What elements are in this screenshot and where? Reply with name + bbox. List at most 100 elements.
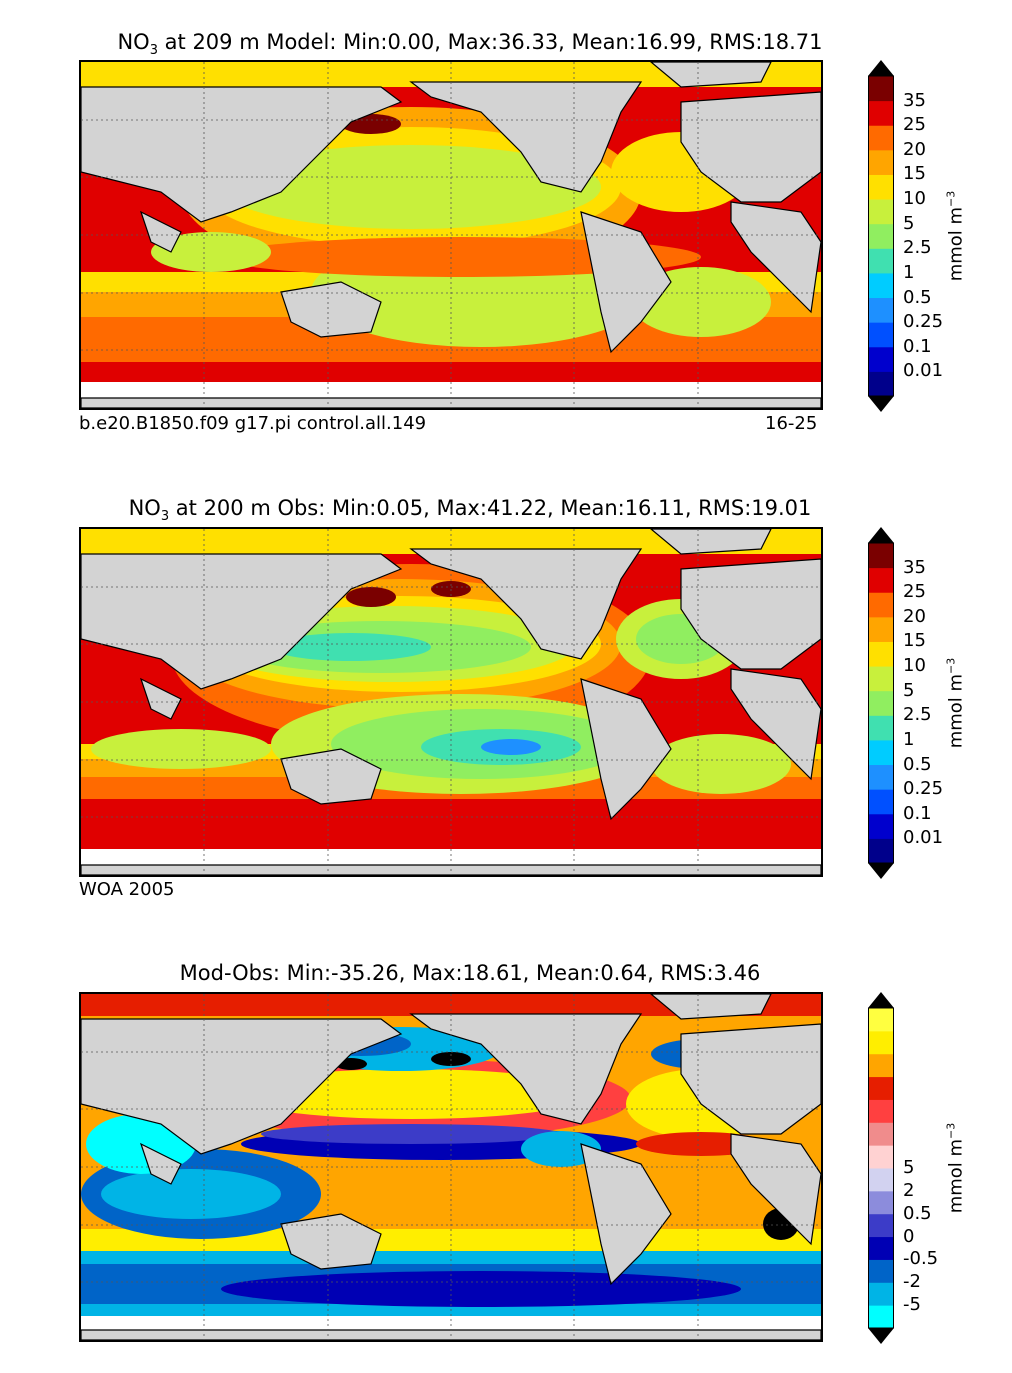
colorbar-tick-label: 0.5 (903, 286, 932, 308)
colorbar-segment (868, 1053, 894, 1078)
colorbar-tick-label: 0 (903, 1225, 915, 1247)
colorbar-segment (868, 1122, 894, 1146)
colorbar-extend-min (868, 396, 894, 412)
colorbar-segment (868, 739, 894, 766)
colorbar-segment (868, 149, 894, 175)
colorbar-outline (868, 542, 894, 864)
colorbar-outline (868, 75, 894, 397)
colorbar-segment (868, 100, 894, 126)
colorbar-tick-label: 0.5 (903, 753, 932, 775)
panel3-colorbar-unit: mmol m−3 (944, 1122, 967, 1214)
colorbar-tick-label: 0.1 (903, 335, 932, 357)
colorbar-extend-min (868, 1328, 894, 1344)
colorbar-tick-label: 5 (903, 679, 915, 701)
panel1-land (81, 62, 821, 408)
colorbar-segment (868, 1305, 894, 1329)
colorbar-tick-label: 10 (903, 188, 926, 210)
colorbar-segment (868, 174, 894, 200)
colorbar-tick-label: 20 (903, 605, 926, 627)
colorbar-tick-label: 0.1 (903, 802, 932, 824)
colorbar-segment (868, 76, 894, 102)
colorbar-extend-min (868, 863, 894, 879)
panel3-gridlines (81, 994, 821, 1340)
colorbar-tick-label: -5 (903, 1294, 921, 1316)
colorbar-tick-label: 35 (903, 89, 926, 111)
colorbar-tick-label: -0.5 (903, 1248, 939, 1270)
colorbar-segment (868, 1008, 894, 1032)
colorbar-tick-label: 0.25 (903, 311, 944, 333)
panel1-title: NO3 at 209 m Model: Min:0.00, Max:36.33,… (117, 30, 823, 59)
panel3-title: Mod-Obs: Min:-35.26, Max:18.61, Mean:0.6… (179, 961, 761, 985)
colorbar-segment (868, 838, 894, 864)
colorbar-tick-label: 35 (903, 556, 926, 578)
panel3-land (81, 994, 821, 1340)
colorbar-tick-label: 25 (903, 581, 926, 603)
panel2-gridlines (81, 529, 821, 875)
panel3-map-svg (81, 994, 821, 1340)
colorbar-tick-label: 2 (903, 1179, 915, 1201)
colorbar-segment (868, 690, 894, 716)
panel2-colorbar-unit: mmol m−3 (944, 657, 967, 749)
colorbar-segment (868, 1213, 894, 1238)
colorbar-segment (868, 1259, 894, 1283)
colorbar-segment (868, 1190, 894, 1215)
colorbar-segment (868, 715, 894, 741)
colorbar-segment (868, 641, 894, 667)
colorbar-tick-label: 0.01 (903, 360, 944, 382)
colorbar-segment (868, 616, 894, 642)
panel2-map-svg (81, 529, 821, 875)
colorbar-segment (868, 1145, 894, 1169)
panel1-colorbar (868, 60, 894, 412)
colorbar-tick-label: 15 (903, 163, 926, 185)
colorbar-segment (868, 813, 894, 839)
panel2-footer-left: WOA 2005 (79, 879, 175, 900)
panel1-footer-right: 16-25 (765, 413, 818, 434)
colorbar-segment (868, 346, 894, 372)
colorbar-segment (868, 543, 894, 569)
panel2-title: NO3 at 200 m Obs: Min:0.05, Max:41.22, M… (128, 496, 812, 525)
colorbar-segment (868, 199, 894, 225)
panel1-map (79, 60, 823, 410)
colorbar-tick-label: 2.5 (903, 704, 932, 726)
colorbar-tick-label: 0.25 (903, 778, 944, 800)
panel1-map-svg (81, 62, 821, 408)
colorbar-segment (868, 322, 894, 348)
panel1-gridlines (81, 62, 821, 408)
panel2-map (79, 527, 823, 877)
colorbar-extend-max (868, 60, 894, 76)
colorbar-tick-label: 0.01 (903, 827, 944, 849)
colorbar-tick-label: 10 (903, 655, 926, 677)
colorbar-segment (868, 272, 894, 299)
colorbar-extend-max (868, 527, 894, 543)
colorbar-tick-label: 1 (903, 728, 915, 750)
colorbar-segment (868, 1076, 894, 1100)
panel2-colorbar (868, 527, 894, 879)
panel1-colorbar-unit: mmol m−3 (944, 190, 967, 282)
colorbar-segment (868, 1236, 894, 1260)
colorbar-tick-label: 0.5 (903, 1202, 932, 1224)
panel1-footer-left: b.e20.B1850.f09 g17.pi control.all.149 (79, 413, 427, 434)
colorbar-tick-label: 1 (903, 261, 915, 283)
colorbar-tick-label: 15 (903, 630, 926, 652)
panel3-colorbar (868, 992, 894, 1344)
colorbar-segment (868, 1168, 894, 1192)
colorbar-segment (868, 1030, 894, 1055)
colorbar-tick-label: 2.5 (903, 237, 932, 259)
colorbar-segment (868, 666, 894, 692)
colorbar-segment (868, 223, 894, 249)
colorbar-segment (868, 248, 894, 274)
colorbar-segment (868, 1099, 894, 1123)
colorbar-segment (868, 125, 894, 151)
colorbar-tick-label: 5 (903, 212, 915, 234)
panel3-map (79, 992, 823, 1342)
colorbar-segment (868, 297, 894, 323)
colorbar-segment (868, 371, 894, 397)
colorbar-extend-max (868, 992, 894, 1008)
colorbar-tick-label: 20 (903, 138, 926, 160)
colorbar-segment (868, 592, 894, 618)
colorbar-segment (868, 1282, 894, 1306)
colorbar-tick-label: 25 (903, 114, 926, 136)
colorbar-segment (868, 567, 894, 593)
colorbar-segment (868, 789, 894, 815)
panel2-land (81, 529, 821, 875)
